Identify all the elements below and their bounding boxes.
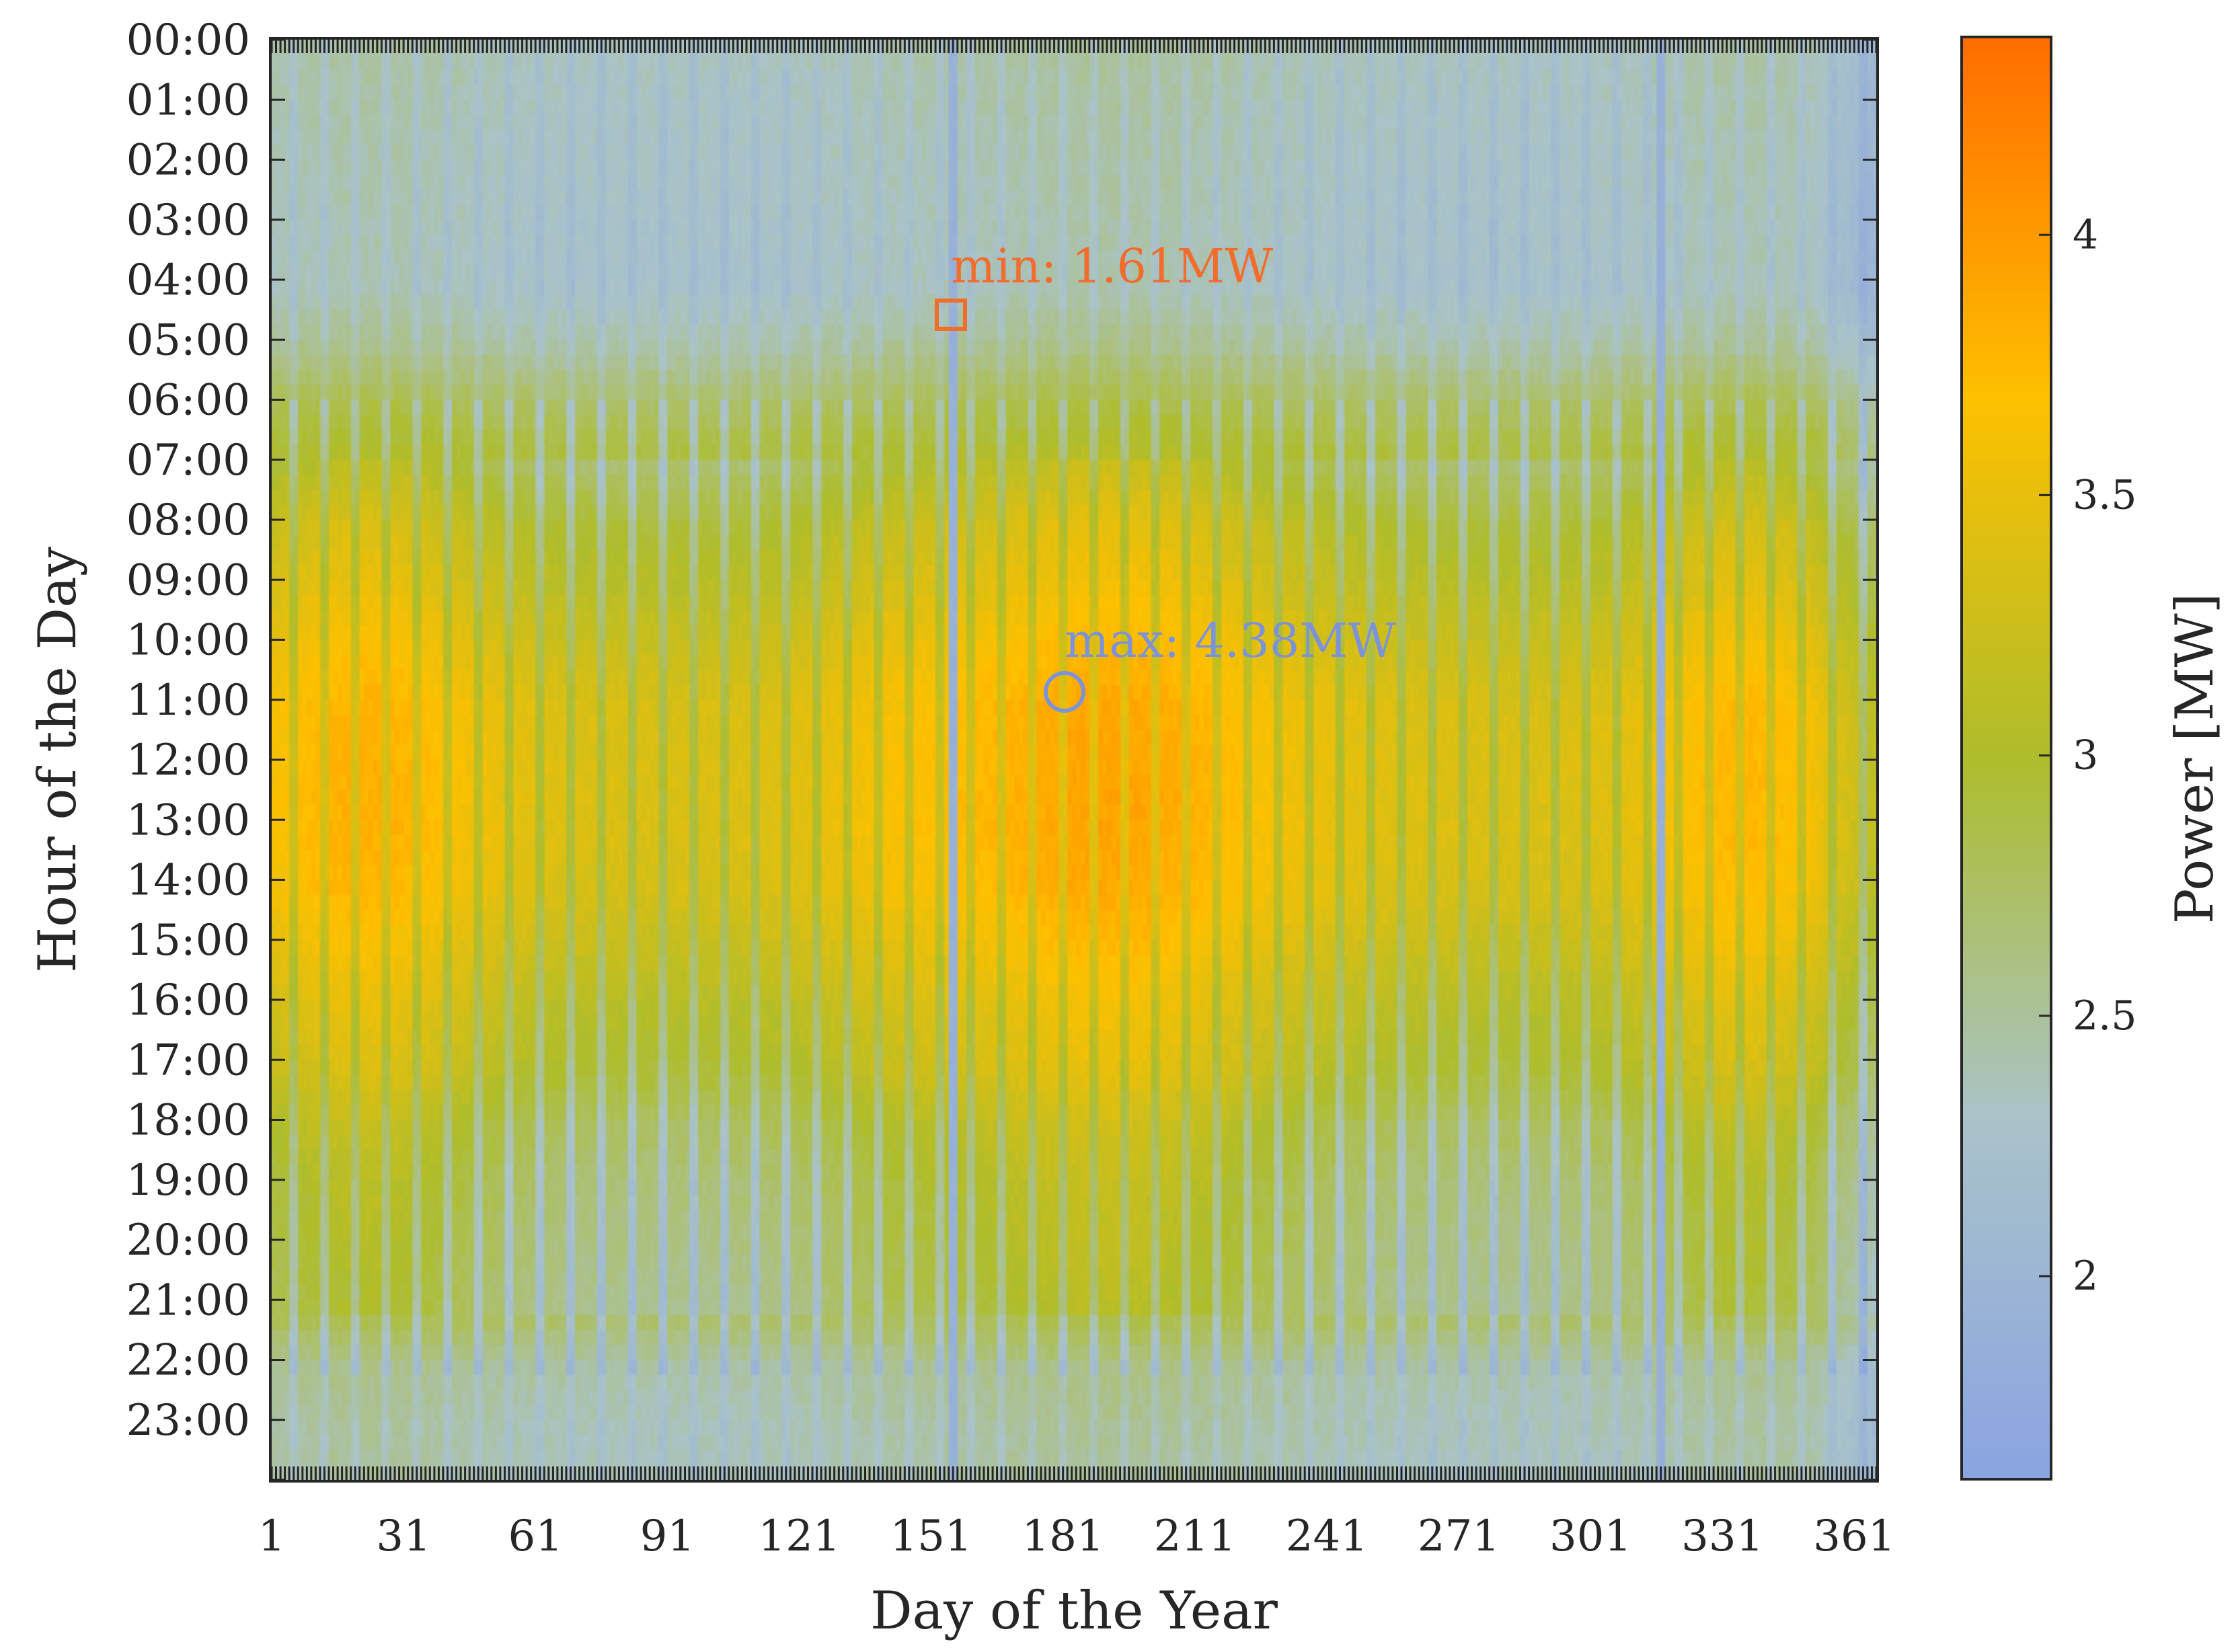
colorbar-tick-label: 3.5: [2073, 471, 2136, 518]
y-tick-label: 21:00: [126, 1275, 250, 1325]
y-tick-label: 06:00: [126, 376, 250, 426]
bottom-tick-marks: [270, 1466, 1878, 1480]
y-tick-label: 07:00: [126, 436, 250, 485]
y-tick-label: 22:00: [126, 1336, 250, 1386]
y-tick-label: 02:00: [126, 136, 250, 186]
y-tick-label: 14:00: [126, 856, 250, 906]
y-tick-label: 03:00: [126, 196, 250, 245]
x-tick-label: 301: [1549, 1511, 1631, 1561]
y-tick-label: 04:00: [126, 255, 250, 305]
y-tick-label: 09:00: [126, 555, 250, 605]
colorbar-gradient: [1962, 37, 2051, 1479]
min-marker: [935, 299, 967, 331]
colorbar-tick-label: 2: [2073, 1253, 2098, 1300]
max-annotation-label: max: 4.38MW: [1065, 613, 1396, 668]
y-tick-label: 01:00: [126, 75, 250, 125]
colorbar-frame: [1960, 36, 2052, 1481]
x-tick-label: 121: [758, 1511, 840, 1561]
x-tick-labels: 1 31 61 91 121 151 181 211 241 271 301 331 361: [258, 1511, 1896, 1561]
x-tick-label: 31: [376, 1511, 430, 1561]
colorbar-tick-labels: 2 2.5 3 3.5 4: [2039, 211, 2136, 1300]
x-tick-label: 241: [1286, 1511, 1368, 1561]
y-tick-label: 10:00: [126, 616, 250, 666]
colorbar-tick-label: 4: [2073, 211, 2098, 258]
colorbar-tick-label: 2.5: [2073, 992, 2136, 1039]
colorbar-tick-label: 3: [2073, 732, 2098, 779]
x-tick-label: 181: [1022, 1511, 1104, 1561]
max-marker: [1044, 671, 1085, 713]
y-tick-label: 18:00: [126, 1096, 250, 1146]
x-tick-label: 361: [1813, 1511, 1895, 1561]
y-tick-label: 17:00: [126, 1035, 250, 1085]
y-tick-label: 05:00: [126, 315, 250, 365]
y-tick-label: 23:00: [126, 1396, 250, 1446]
y-tick-label: 16:00: [126, 976, 250, 1025]
min-annotation-label: min: 1.61MW: [951, 239, 1273, 294]
x-tick-label: 211: [1154, 1511, 1236, 1561]
y-tick-label: 12:00: [126, 736, 250, 785]
y-tick-label: 11:00: [126, 676, 250, 725]
plot-frame: [269, 37, 1879, 1483]
y-tick-label: 08:00: [126, 496, 250, 545]
y-tick-labels: 00:00 01:00 02:00 03:00 04:00 05:00 06:00 07:00…: [126, 15, 250, 1446]
colorbar-label: Power [MW]: [2165, 593, 2225, 924]
y-tick-label: 20:00: [126, 1216, 250, 1265]
axis-tick-marks: [270, 38, 1878, 1481]
x-tick-label: 151: [890, 1511, 972, 1561]
x-tick-label: 1: [258, 1511, 286, 1561]
x-tick-label: 91: [640, 1511, 695, 1561]
x-tick-label: 271: [1418, 1511, 1500, 1561]
y-tick-label: 00:00: [126, 15, 250, 65]
y-axis-label: Hour of the Day: [28, 547, 88, 973]
x-tick-label: 331: [1681, 1511, 1763, 1561]
y-tick-label: 19:00: [126, 1156, 250, 1206]
top-tick-marks: [270, 40, 1878, 53]
heatmap-image: [272, 40, 1876, 1480]
y-tick-label: 15:00: [126, 916, 250, 966]
x-tick-label: 61: [508, 1511, 563, 1561]
x-axis-label: Day of the Year: [870, 1581, 1278, 1641]
y-tick-label: 13:00: [126, 795, 250, 845]
